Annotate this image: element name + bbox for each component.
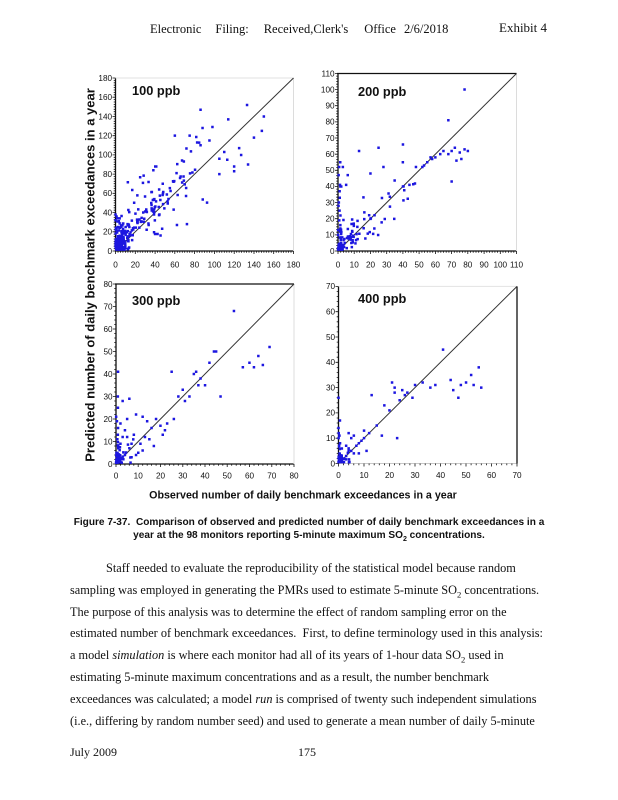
svg-text:20: 20: [326, 409, 336, 418]
svg-text:40: 40: [398, 261, 408, 270]
svg-text:40: 40: [103, 370, 113, 379]
svg-text:10: 10: [359, 471, 369, 480]
svg-text:30: 30: [410, 471, 420, 480]
svg-text:80: 80: [463, 261, 473, 270]
svg-text:50: 50: [326, 333, 336, 342]
svg-text:20: 20: [156, 472, 166, 481]
svg-text:100: 100: [98, 151, 112, 160]
svg-text:30: 30: [178, 472, 188, 481]
svg-text:20: 20: [366, 261, 376, 270]
svg-text:70: 70: [325, 134, 335, 143]
svg-text:40: 40: [103, 208, 113, 217]
svg-text:160: 160: [98, 93, 112, 102]
svg-text:50: 50: [325, 166, 335, 175]
svg-text:110: 110: [510, 261, 523, 270]
svg-text:40: 40: [151, 261, 161, 270]
svg-text:300 ppb: 300 ppb: [132, 293, 181, 308]
svg-text:120: 120: [98, 132, 112, 141]
svg-text:70: 70: [326, 282, 336, 291]
svg-text:60: 60: [325, 150, 335, 159]
svg-text:50: 50: [223, 472, 233, 481]
svg-text:40: 40: [325, 182, 335, 191]
svg-text:100: 100: [493, 261, 507, 270]
svg-text:Predicted number of daily benc: Predicted number of daily benchmark exce…: [83, 88, 98, 462]
svg-text:70: 70: [447, 261, 457, 270]
svg-text:50: 50: [461, 471, 471, 480]
svg-text:60: 60: [103, 189, 113, 198]
svg-text:60: 60: [245, 472, 255, 481]
svg-text:50: 50: [103, 347, 113, 356]
svg-text:10: 10: [103, 437, 113, 446]
svg-text:70: 70: [103, 302, 113, 311]
svg-text:0: 0: [336, 261, 341, 270]
svg-text:140: 140: [247, 261, 261, 270]
svg-text:20: 20: [325, 215, 335, 224]
svg-text:10: 10: [134, 472, 144, 481]
svg-text:60: 60: [103, 325, 113, 334]
svg-text:0: 0: [108, 460, 113, 469]
svg-text:50: 50: [415, 261, 425, 270]
svg-text:90: 90: [480, 261, 490, 270]
svg-text:0: 0: [336, 471, 341, 480]
svg-text:10: 10: [326, 434, 336, 443]
svg-text:30: 30: [326, 383, 336, 392]
svg-text:40: 40: [200, 472, 210, 481]
svg-text:20: 20: [103, 228, 113, 237]
svg-text:0: 0: [114, 472, 119, 481]
svg-text:0: 0: [113, 261, 118, 270]
svg-text:20: 20: [385, 471, 395, 480]
svg-text:80: 80: [103, 170, 113, 179]
svg-text:40: 40: [326, 358, 336, 367]
svg-text:70: 70: [512, 471, 522, 480]
svg-text:40: 40: [436, 471, 446, 480]
svg-text:60: 60: [170, 261, 180, 270]
svg-text:20: 20: [131, 261, 141, 270]
svg-text:10: 10: [325, 231, 335, 240]
svg-text:30: 30: [325, 198, 335, 207]
svg-text:80: 80: [325, 118, 335, 127]
svg-text:80: 80: [289, 472, 299, 481]
svg-text:180: 180: [98, 74, 112, 83]
svg-text:30: 30: [382, 261, 392, 270]
svg-text:400 ppb: 400 ppb: [358, 291, 407, 306]
svg-text:160: 160: [267, 261, 281, 270]
svg-text:Observed number of daily bench: Observed number of daily benchmark excee…: [149, 490, 457, 502]
svg-text:0: 0: [330, 247, 335, 256]
svg-text:140: 140: [98, 112, 112, 121]
svg-text:60: 60: [326, 308, 336, 317]
svg-text:60: 60: [431, 261, 441, 270]
svg-text:80: 80: [190, 261, 200, 270]
svg-text:10: 10: [350, 261, 360, 270]
svg-text:20: 20: [103, 415, 113, 424]
svg-text:200 ppb: 200 ppb: [358, 84, 407, 99]
svg-text:60: 60: [487, 471, 497, 480]
svg-text:100 ppb: 100 ppb: [132, 83, 181, 98]
svg-text:80: 80: [103, 280, 113, 289]
svg-text:0: 0: [108, 247, 113, 256]
svg-text:0: 0: [331, 459, 336, 468]
svg-text:110: 110: [322, 69, 335, 78]
svg-text:180: 180: [287, 261, 301, 270]
svg-text:100: 100: [208, 261, 222, 270]
svg-text:90: 90: [325, 102, 335, 111]
svg-text:120: 120: [227, 261, 241, 270]
svg-text:70: 70: [267, 472, 277, 481]
svg-text:30: 30: [103, 392, 113, 401]
svg-text:100: 100: [321, 85, 335, 94]
